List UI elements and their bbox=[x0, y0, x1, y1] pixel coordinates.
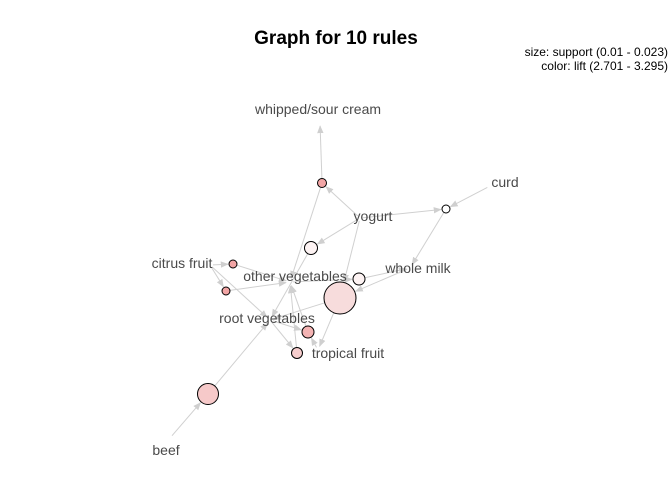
edge-r1-to-whipped_sour_cream bbox=[317, 125, 324, 179]
edge-layer bbox=[171, 125, 488, 437]
rule-node-r9 bbox=[291, 347, 303, 359]
edge-r9-to-other_vegetables bbox=[287, 285, 297, 348]
rule-node-r5 bbox=[221, 286, 231, 296]
item-label-beef: beef bbox=[152, 442, 179, 458]
edge-r10-to-root_vegetables bbox=[214, 322, 268, 387]
edge-other_vegetables-to-r6 bbox=[292, 276, 353, 283]
edge-curd-to-r2 bbox=[449, 186, 488, 208]
rule-node-r8 bbox=[301, 325, 315, 339]
legend-color: color: lift (2.701 - 3.295) bbox=[541, 59, 668, 73]
rule-node-r7 bbox=[323, 281, 357, 315]
edge-r5-to-other_vegetables bbox=[229, 280, 287, 291]
edge-yogurt-to-r2 bbox=[362, 207, 442, 219]
edge-citrus_fruit-to-r5 bbox=[211, 267, 224, 288]
rule-node-r1 bbox=[317, 178, 327, 188]
edge-r4-to-other_vegetables bbox=[236, 264, 287, 282]
item-label-yogurt: yogurt bbox=[354, 208, 393, 224]
edge-citrus_fruit-to-r4 bbox=[212, 261, 229, 268]
rule-node-r4 bbox=[228, 259, 238, 269]
item-label-tropical-fruit: tropical fruit bbox=[312, 345, 384, 361]
rule-node-r3 bbox=[304, 241, 318, 255]
edge-yogurt-to-r7 bbox=[342, 220, 360, 283]
edge-r7-to-root_vegetables bbox=[273, 302, 325, 320]
item-label-citrus-fruit: citrus fruit bbox=[152, 255, 213, 271]
edge-r2-to-whole_milk bbox=[411, 212, 445, 266]
graph-title: Graph for 10 rules bbox=[254, 28, 418, 49]
edge-yogurt-to-r1 bbox=[325, 186, 359, 217]
edge-root_vegetables-to-r9 bbox=[271, 321, 294, 349]
item-label-other-vegetables: other vegetables bbox=[243, 268, 347, 284]
edge-r6-to-whole_milk bbox=[364, 267, 407, 279]
edge-beef-to-r10 bbox=[171, 402, 202, 437]
edge-r7-to-tropical_fruit bbox=[319, 312, 335, 348]
edge-r1-to-other_vegetables bbox=[290, 187, 322, 279]
edge-citrus_fruit-to-root_vegetables bbox=[211, 266, 268, 318]
label-layer: whipped/sour cream curd yogurt citrus fruit… bbox=[152, 101, 519, 458]
edge-yogurt-to-r3 bbox=[316, 219, 358, 245]
legend-size: size: support (0.01 - 0.023) bbox=[524, 45, 668, 59]
rule-node-r10 bbox=[197, 383, 219, 405]
edge-tropical_fruit-to-r8 bbox=[310, 337, 318, 348]
edge-r3-to-root_vegetables bbox=[271, 253, 309, 318]
edge-root_vegetables-to-r8 bbox=[272, 320, 303, 331]
rule-node-r6 bbox=[352, 272, 366, 286]
item-label-whole-milk: whole milk bbox=[384, 260, 451, 276]
node-layer bbox=[197, 178, 451, 405]
item-label-curd: curd bbox=[491, 174, 518, 190]
rule-node-r2 bbox=[441, 204, 451, 214]
item-label-whipped-sour-cream: whipped/sour cream bbox=[254, 101, 381, 117]
item-label-root-vegetables: root vegetables bbox=[219, 310, 315, 326]
